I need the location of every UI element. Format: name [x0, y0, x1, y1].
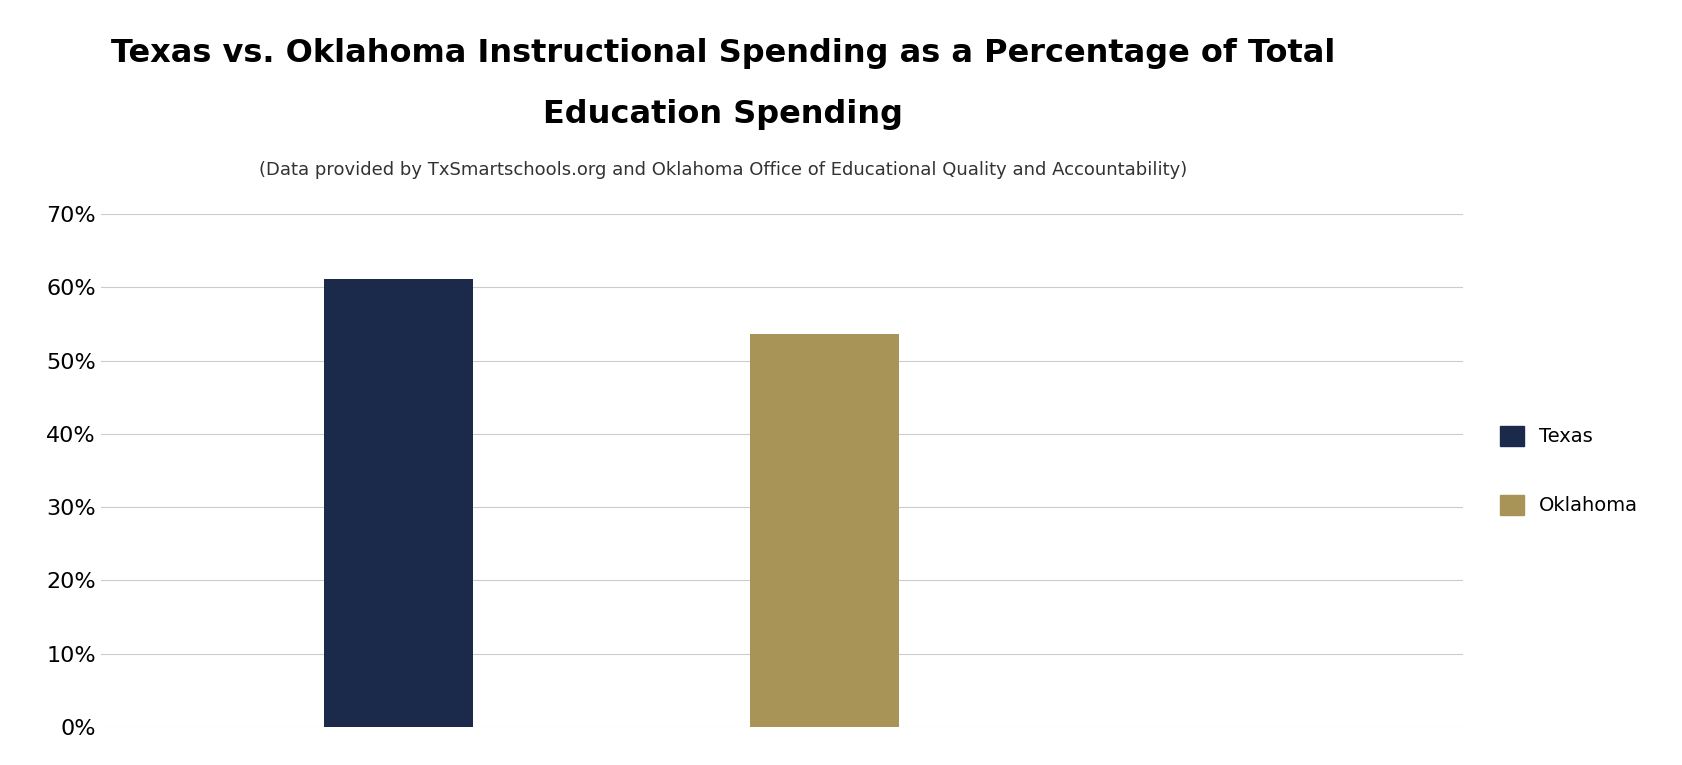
Bar — [750, 334, 900, 727]
Bar — [325, 279, 473, 727]
Text: Education Spending: Education Spending — [543, 99, 903, 131]
Legend: Texas, Oklahoma: Texas, Oklahoma — [1500, 425, 1638, 516]
Text: (Data provided by TxSmartschools.org and Oklahoma Office of Educational Quality : (Data provided by TxSmartschools.org and… — [259, 161, 1187, 179]
Text: Texas vs. Oklahoma Instructional Spending as a Percentage of Total: Texas vs. Oklahoma Instructional Spendin… — [111, 38, 1336, 70]
